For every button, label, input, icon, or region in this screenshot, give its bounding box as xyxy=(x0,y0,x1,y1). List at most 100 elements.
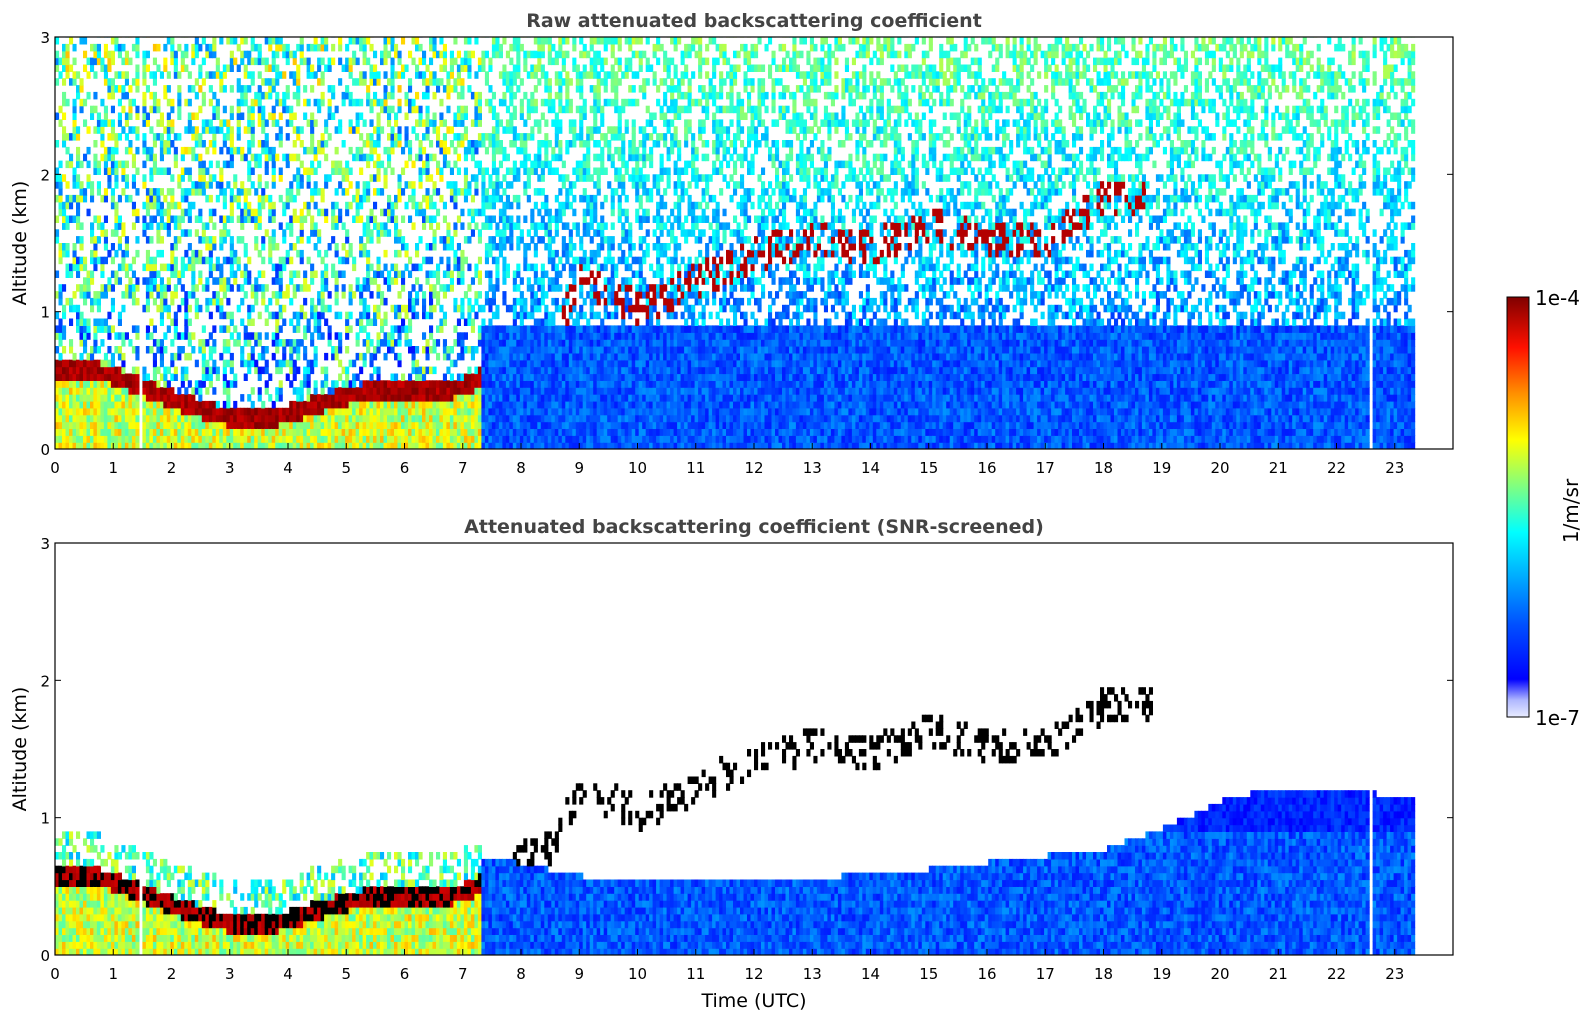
heatmap-cell xyxy=(55,181,60,189)
heatmap-cell xyxy=(390,91,395,100)
heatmap-cell xyxy=(173,256,178,265)
heatmap-cell xyxy=(453,188,458,196)
heatmap-cell xyxy=(103,442,108,449)
heatmap-cell xyxy=(55,442,60,449)
heatmap-cell xyxy=(208,380,213,388)
heatmap-cell xyxy=(215,366,220,375)
heatmap-cell xyxy=(194,43,199,52)
heatmap-cell xyxy=(243,421,248,429)
heatmap-cell xyxy=(425,194,430,203)
heatmap-cell xyxy=(411,105,416,114)
heatmap-cell xyxy=(383,98,388,107)
heatmap-cell xyxy=(317,428,322,436)
heatmap-cell xyxy=(519,160,524,169)
heatmap-cell xyxy=(152,201,157,210)
heatmap-cell xyxy=(100,366,105,375)
heatmap-cell xyxy=(170,201,175,210)
heatmap-cell xyxy=(331,208,336,217)
heatmap-cell xyxy=(289,181,294,189)
heatmap-cell xyxy=(429,194,434,203)
heatmap-cell xyxy=(484,201,489,210)
heatmap-cell xyxy=(544,428,549,436)
heatmap-cell xyxy=(408,270,413,278)
heatmap-cell xyxy=(275,263,280,272)
heatmap-cell xyxy=(502,78,507,86)
heatmap-cell xyxy=(96,435,101,443)
heatmap-cell xyxy=(198,153,203,162)
heatmap-cell xyxy=(278,174,283,182)
heatmap-cell xyxy=(394,133,399,141)
heatmap-cell xyxy=(540,64,545,72)
heatmap-cell xyxy=(275,91,280,100)
heatmap-cell xyxy=(320,304,325,313)
heatmap-cell xyxy=(90,222,95,230)
heatmap-cell xyxy=(418,421,423,429)
heatmap-cell xyxy=(58,194,63,203)
heatmap-cell xyxy=(219,352,224,361)
heatmap-cell xyxy=(516,236,521,244)
heatmap-cell xyxy=(502,407,507,416)
heatmap-cell xyxy=(446,146,451,155)
heatmap-cell xyxy=(243,359,248,368)
heatmap-cell xyxy=(117,236,122,244)
heatmap-cell xyxy=(366,236,371,244)
heatmap-cell xyxy=(247,435,252,443)
heatmap-cell xyxy=(495,270,500,278)
heatmap-cell xyxy=(69,37,74,45)
heatmap-cell xyxy=(463,57,468,66)
heatmap-cell xyxy=(359,291,364,299)
heatmap-cell xyxy=(460,140,465,148)
heatmap-cell xyxy=(390,126,395,134)
heatmap-cell xyxy=(69,201,74,210)
heatmap-cell xyxy=(415,373,420,381)
heatmap-cell xyxy=(523,304,528,313)
heatmap-cell xyxy=(208,428,213,436)
heatmap-cell xyxy=(537,359,542,368)
heatmap-cell xyxy=(362,407,367,416)
heatmap-cell xyxy=(415,421,420,429)
heatmap-cell xyxy=(341,222,346,230)
heatmap-cell xyxy=(313,153,318,162)
heatmap-cell xyxy=(205,50,210,59)
heatmap-cell xyxy=(572,64,577,72)
heatmap-cell xyxy=(422,208,427,217)
heatmap-cell xyxy=(166,229,171,237)
heatmap-cell xyxy=(222,140,227,148)
heatmap-cell xyxy=(278,112,283,120)
heatmap-cell xyxy=(254,236,259,244)
heatmap-cell xyxy=(432,284,437,292)
heatmap-cell xyxy=(296,64,301,72)
heatmap-cell xyxy=(76,256,81,265)
heatmap-cell xyxy=(264,229,269,237)
heatmap-cell xyxy=(257,112,262,120)
heatmap-cell xyxy=(512,105,517,114)
heatmap-cell xyxy=(90,105,95,114)
heatmap-cell xyxy=(152,366,157,375)
heatmap-cell xyxy=(194,215,199,223)
heatmap-cell xyxy=(177,43,182,52)
heatmap-cell xyxy=(205,359,210,368)
heatmap-cell xyxy=(226,442,231,449)
heatmap-cell xyxy=(390,167,395,175)
heatmap-cell xyxy=(523,435,528,443)
heatmap-cell xyxy=(519,400,524,409)
heatmap-cell xyxy=(338,332,343,340)
heatmap-cell xyxy=(187,146,192,155)
heatmap-cell xyxy=(121,167,126,175)
heatmap-cell xyxy=(460,277,465,285)
heatmap-cell xyxy=(544,201,549,210)
heatmap-cell xyxy=(404,140,409,148)
heatmap-cell xyxy=(558,43,563,52)
heatmap-cell xyxy=(551,428,556,436)
heatmap-cell xyxy=(170,249,175,258)
heatmap-cell xyxy=(470,428,475,436)
heatmap-cell xyxy=(128,435,133,443)
heatmap-cell xyxy=(540,428,545,436)
heatmap-cell xyxy=(376,339,381,347)
heatmap-cell xyxy=(530,435,535,443)
heatmap-cell xyxy=(575,311,580,320)
heatmap-cell xyxy=(90,249,95,258)
heatmap-cell xyxy=(90,407,95,416)
heatmap-cell xyxy=(226,414,231,423)
heatmap-cell xyxy=(359,71,364,79)
